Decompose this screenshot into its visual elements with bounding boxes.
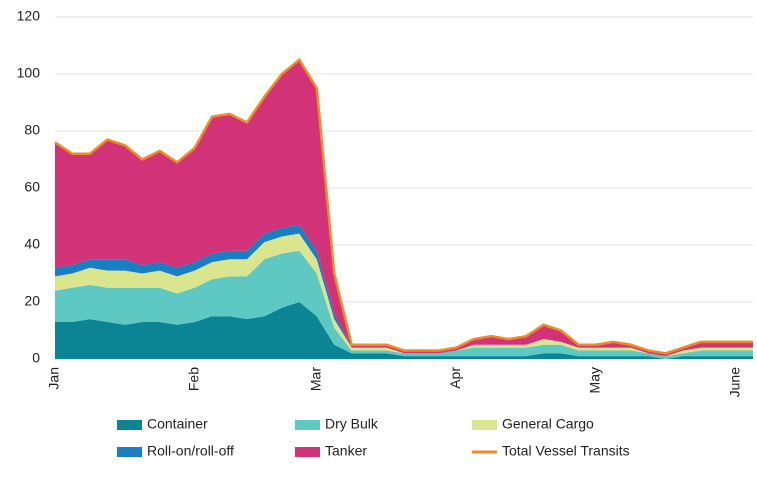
x-tick-label: June — [726, 367, 742, 398]
y-tick-label: 0 — [32, 350, 40, 366]
area — [55, 250, 753, 359]
legend-swatch — [472, 420, 497, 430]
legend-label: General Cargo — [502, 416, 594, 432]
y-tick-label: 60 — [24, 179, 40, 195]
legend-swatch — [295, 420, 320, 430]
x-tick-label: Mar — [307, 367, 323, 391]
total-line — [54, 57, 753, 355]
legend-label: Roll-on/roll-off — [147, 443, 234, 459]
y-tick-label: 100 — [17, 65, 41, 81]
area — [55, 225, 753, 357]
x-tick-label: Jan — [46, 367, 62, 390]
legend-label: Total Vessel Transits — [502, 443, 630, 459]
area — [55, 233, 753, 357]
y-tick-label: 120 — [17, 8, 41, 24]
legend-label: Dry Bulk — [325, 416, 379, 432]
y-tick-label: 80 — [24, 122, 40, 138]
legend-label: Container — [147, 416, 208, 432]
legend-label: Tanker — [325, 443, 367, 459]
legend-swatch — [295, 447, 320, 457]
x-tick-label: May — [587, 367, 603, 393]
x-tick-label: Feb — [185, 367, 201, 391]
area — [55, 59, 753, 357]
legend-swatch — [117, 447, 142, 457]
y-tick-label: 20 — [24, 293, 40, 309]
x-tick-label: Apr — [447, 367, 463, 389]
legend-swatch — [117, 420, 142, 430]
y-tick-label: 40 — [24, 236, 40, 252]
